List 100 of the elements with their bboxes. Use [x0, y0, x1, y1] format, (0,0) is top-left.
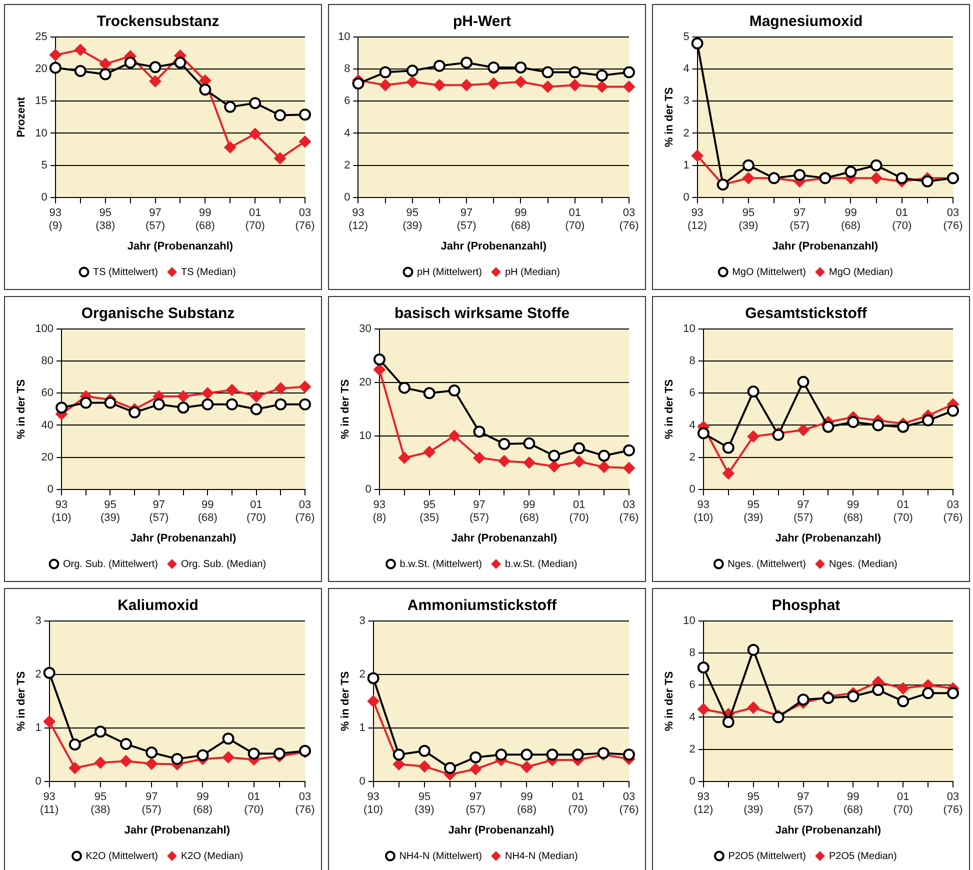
legend-label: Nges. (Median) — [828, 558, 898, 570]
point — [596, 80, 608, 93]
y-tick-label: 10 — [35, 127, 48, 140]
chart-title: Kaliumoxid — [118, 597, 198, 614]
legend-label: P2O5 (Median) — [828, 850, 897, 862]
y-tick-label: 0 — [35, 775, 42, 788]
y-tick-label: 4 — [683, 63, 690, 76]
y-tick-label: 8 — [689, 355, 696, 368]
point — [367, 672, 380, 684]
point — [897, 420, 910, 433]
point — [373, 353, 386, 366]
chart-title: Gesamtstickstoff — [745, 305, 868, 322]
point — [488, 78, 500, 90]
point — [520, 748, 533, 761]
point — [418, 744, 430, 757]
point — [299, 380, 311, 393]
point — [747, 430, 760, 442]
point — [797, 424, 810, 436]
point — [872, 684, 884, 696]
point — [460, 56, 473, 69]
x-tick-label: 03 (76) — [619, 499, 639, 524]
point — [423, 387, 436, 400]
point — [373, 364, 386, 376]
x-tick-label: 01 (70) — [565, 207, 585, 232]
point — [546, 748, 558, 761]
point — [177, 402, 190, 414]
chart-title: Trockensubstanz — [96, 13, 220, 30]
x-tick-label: 99 (68) — [843, 499, 863, 524]
x-tick-label: 99 (68) — [840, 207, 861, 232]
x-axis-title: Jahr (Probenanzahl) — [775, 824, 882, 836]
point — [226, 398, 238, 410]
point — [847, 690, 860, 702]
x-tick-label: 97 (57) — [790, 207, 810, 232]
point — [847, 416, 860, 428]
x-tick-label: 03 (76) — [295, 791, 315, 816]
x-axis-title: Jahr (Probenanzahl) — [130, 532, 236, 544]
point — [742, 172, 754, 184]
point — [120, 755, 132, 768]
point — [423, 446, 436, 458]
y-tick-label: 0 — [344, 191, 350, 204]
x-tick-label: 01 (70) — [892, 207, 912, 232]
point — [742, 159, 754, 172]
point — [897, 682, 910, 694]
point — [598, 450, 610, 462]
legend-label: MgO (Mittelwert) — [732, 266, 806, 278]
y-tick-label: 10 — [359, 430, 372, 442]
y-axis-title: Prozent — [16, 96, 28, 138]
x-tick-label: 95 (39) — [744, 791, 764, 816]
point — [249, 128, 262, 140]
point — [473, 452, 486, 464]
point — [747, 386, 760, 398]
point — [520, 760, 533, 773]
x-tick-label: 95 (39) — [402, 207, 422, 232]
y-axis-title: % in der TS — [16, 379, 28, 440]
y-tick-label: 6 — [689, 387, 696, 400]
point — [794, 168, 806, 181]
x-axis-title: Jahr (Probenanzahl) — [124, 824, 230, 836]
legend-label: pH (Median) — [504, 266, 560, 278]
x-tick-label: 99 (68) — [519, 499, 539, 524]
x-axis-title: Jahr (Probenanzahl) — [127, 240, 234, 252]
point — [623, 444, 635, 456]
legend-label: MgO (Median) — [828, 266, 893, 278]
y-tick-label: 10 — [683, 615, 696, 628]
point — [697, 703, 710, 716]
point — [196, 749, 209, 762]
chart-title: pH-Wert — [452, 13, 512, 30]
point — [747, 644, 760, 656]
x-tick-label: 01 (70) — [893, 791, 913, 816]
point — [691, 37, 704, 50]
y-tick-label: 3 — [683, 95, 690, 108]
point — [573, 442, 586, 454]
point — [250, 403, 262, 416]
point — [392, 748, 405, 761]
x-tick-label: 97 (57) — [142, 791, 162, 816]
point — [146, 758, 158, 770]
y-tick-label: 10 — [683, 323, 696, 336]
point — [274, 152, 286, 164]
point — [697, 427, 710, 440]
point — [74, 44, 86, 56]
x-tick-label: 03 (76) — [943, 499, 963, 524]
point — [797, 694, 810, 706]
point — [43, 716, 56, 728]
point — [124, 56, 136, 69]
x-tick-label: 95 (39) — [414, 791, 434, 816]
y-tick-label: 20 — [35, 63, 48, 76]
point — [870, 159, 882, 172]
y-tick-label: 60 — [41, 387, 54, 400]
x-tick-label: 01 (70) — [893, 499, 913, 524]
point — [523, 437, 536, 450]
x-tick-label: 93 (8) — [372, 499, 386, 524]
point — [49, 62, 62, 74]
legend-label: P2O5 (Mittelwert) — [728, 850, 806, 862]
x-tick-label: 97 (57) — [145, 207, 166, 232]
x-tick-label: 99 (68) — [192, 791, 213, 816]
x-tick-label: 99 (68) — [195, 207, 215, 232]
point — [691, 150, 704, 162]
point — [623, 462, 635, 474]
point — [146, 746, 158, 759]
y-tick-label: 40 — [41, 419, 54, 432]
x-tick-label: 93 (12) — [348, 207, 368, 232]
